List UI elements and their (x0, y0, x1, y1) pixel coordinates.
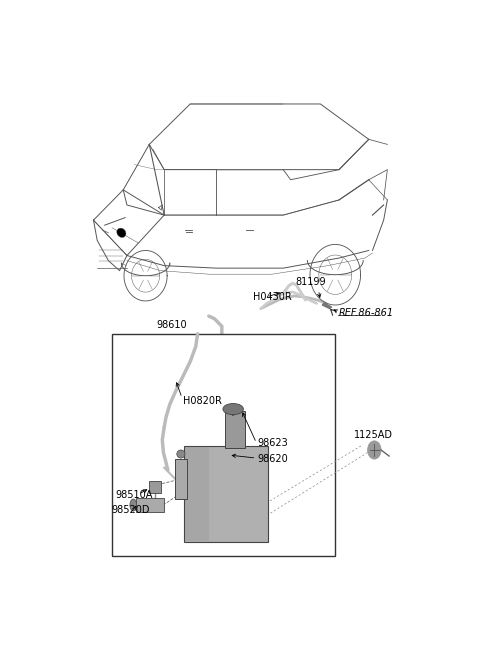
Text: H0820R: H0820R (183, 396, 222, 406)
Text: 98510A: 98510A (115, 490, 153, 500)
FancyBboxPatch shape (135, 499, 164, 512)
Text: 1125AD: 1125AD (354, 430, 393, 440)
FancyBboxPatch shape (148, 481, 161, 493)
Text: 98610: 98610 (156, 319, 187, 330)
Bar (112, 334, 335, 556)
Text: 98620: 98620 (257, 453, 288, 464)
Polygon shape (322, 303, 332, 308)
FancyBboxPatch shape (175, 459, 187, 499)
Text: H0430R: H0430R (253, 292, 292, 302)
Text: REF.86-861: REF.86-861 (338, 308, 394, 318)
Text: 81199: 81199 (295, 277, 325, 287)
Ellipse shape (223, 403, 243, 415)
Text: 98520D: 98520D (111, 504, 150, 514)
Ellipse shape (130, 499, 137, 511)
FancyBboxPatch shape (225, 411, 245, 449)
Text: 98623: 98623 (257, 438, 288, 449)
Ellipse shape (177, 450, 185, 458)
FancyBboxPatch shape (185, 447, 209, 541)
Ellipse shape (117, 228, 126, 237)
Circle shape (368, 441, 381, 459)
FancyBboxPatch shape (183, 446, 267, 543)
